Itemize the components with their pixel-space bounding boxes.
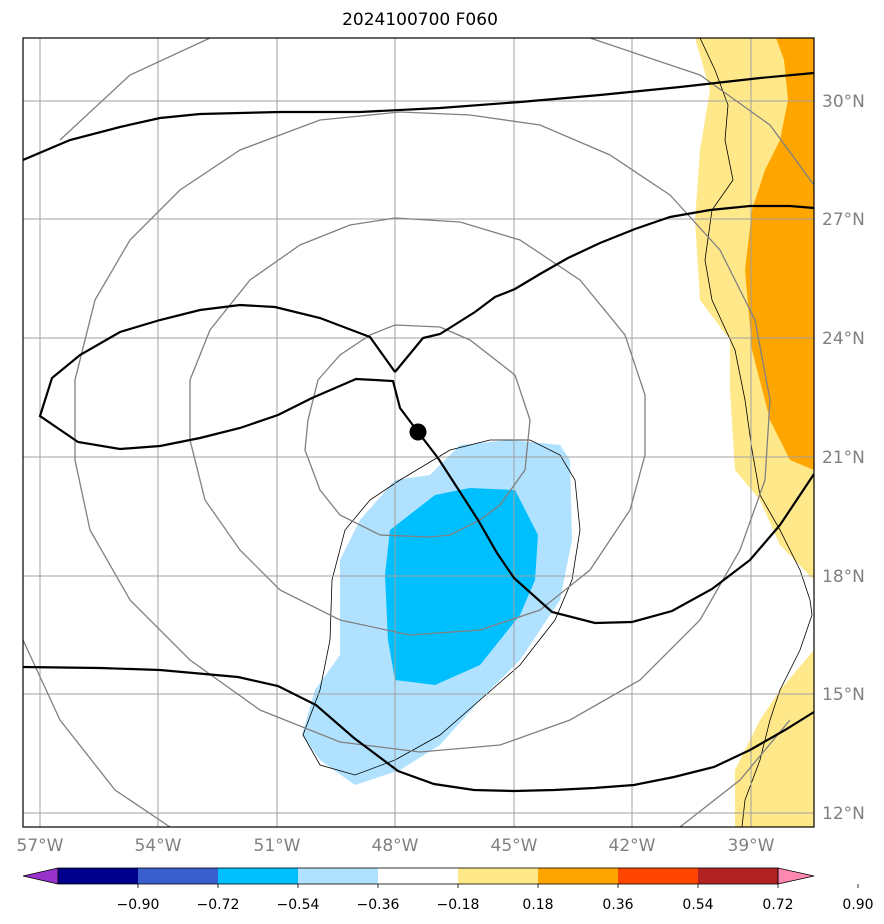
colorbar-tick-label: −0.36	[357, 897, 400, 913]
colorbar-tick-label: 0.72	[762, 897, 793, 913]
colorbar-segment	[378, 868, 459, 884]
colorbar-extend-max	[777, 867, 815, 885]
lon-tick-label: 42°W	[609, 836, 656, 856]
lon-tick-label: 45°W	[491, 836, 538, 856]
thin-contour-blue-outline	[302, 439, 581, 776]
lon-tick-label: 57°W	[17, 836, 64, 856]
range-ring-4	[23, 38, 814, 827]
colorbar-tick-label: 0.54	[682, 897, 713, 913]
storm-center-marker	[409, 423, 427, 441]
lat-tick-label: 18°N	[822, 567, 865, 587]
colorbar-tick-label: −0.18	[437, 897, 480, 913]
lat-tick-label: 21°N	[822, 448, 865, 468]
thick-contour-middle	[38, 303, 814, 625]
thick-contour-layer	[23, 71, 814, 793]
longitude-labels: 57°W 54°W 51°W 48°W 45°W 42°W 39°W	[17, 836, 775, 856]
colorbar-segment	[698, 868, 779, 884]
colorbar-tick-label: 0.90	[842, 897, 873, 913]
range-rings	[23, 38, 814, 827]
shaded-field-layer	[302, 38, 814, 827]
thin-contour-east-outline	[699, 38, 813, 827]
thick-contour-northern	[23, 71, 814, 162]
lat-tick-label: 15°N	[822, 685, 865, 705]
lat-tick-label: 27°N	[822, 210, 865, 230]
thin-contour-layer	[302, 38, 813, 827]
colorbar-extend-min	[22, 867, 59, 885]
range-ring-2	[189, 217, 646, 636]
thick-contour-east-branch	[394, 204, 814, 373]
map-title: 2024100700 F060	[342, 10, 498, 30]
colorbar-outline	[57, 867, 779, 885]
lon-tick-label: 51°W	[254, 836, 301, 856]
latitude-labels: 30°N 27°N 24°N 21°N 18°N 15°N 12°N	[822, 92, 865, 824]
lat-tick-label: 30°N	[822, 92, 865, 112]
colorbar-segment	[58, 868, 139, 884]
colorbar-segment	[458, 868, 539, 884]
map-frame	[22, 37, 815, 828]
colorbar-segment	[138, 868, 219, 884]
lon-tick-label: 39°W	[728, 836, 775, 856]
colorbar-tick-label: 0.18	[522, 897, 553, 913]
lat-tick-label: 24°N	[822, 329, 865, 349]
lon-tick-label: 54°W	[135, 836, 182, 856]
colorbar-tick-label: −0.72	[197, 897, 240, 913]
colorbar-segment	[618, 868, 699, 884]
colorbar-tick-label: −0.54	[277, 897, 320, 913]
colorbar: −0.90 −0.72 −0.54 −0.36 −0.18 0.18 0.36 0.54 0.7…	[22, 867, 874, 913]
lat-tick-label: 12°N	[822, 804, 865, 824]
colorbar-segment	[218, 868, 299, 884]
thick-contour-southern	[23, 665, 814, 793]
colorbar-tick-label: −0.90	[117, 897, 160, 913]
range-ring-1	[304, 324, 531, 538]
colorbar-segment	[538, 868, 619, 884]
colorbar-segment	[298, 868, 379, 884]
lon-tick-label: 48°W	[372, 836, 419, 856]
colorbar-tick-label: 0.36	[602, 897, 633, 913]
range-ring-3	[74, 111, 771, 753]
